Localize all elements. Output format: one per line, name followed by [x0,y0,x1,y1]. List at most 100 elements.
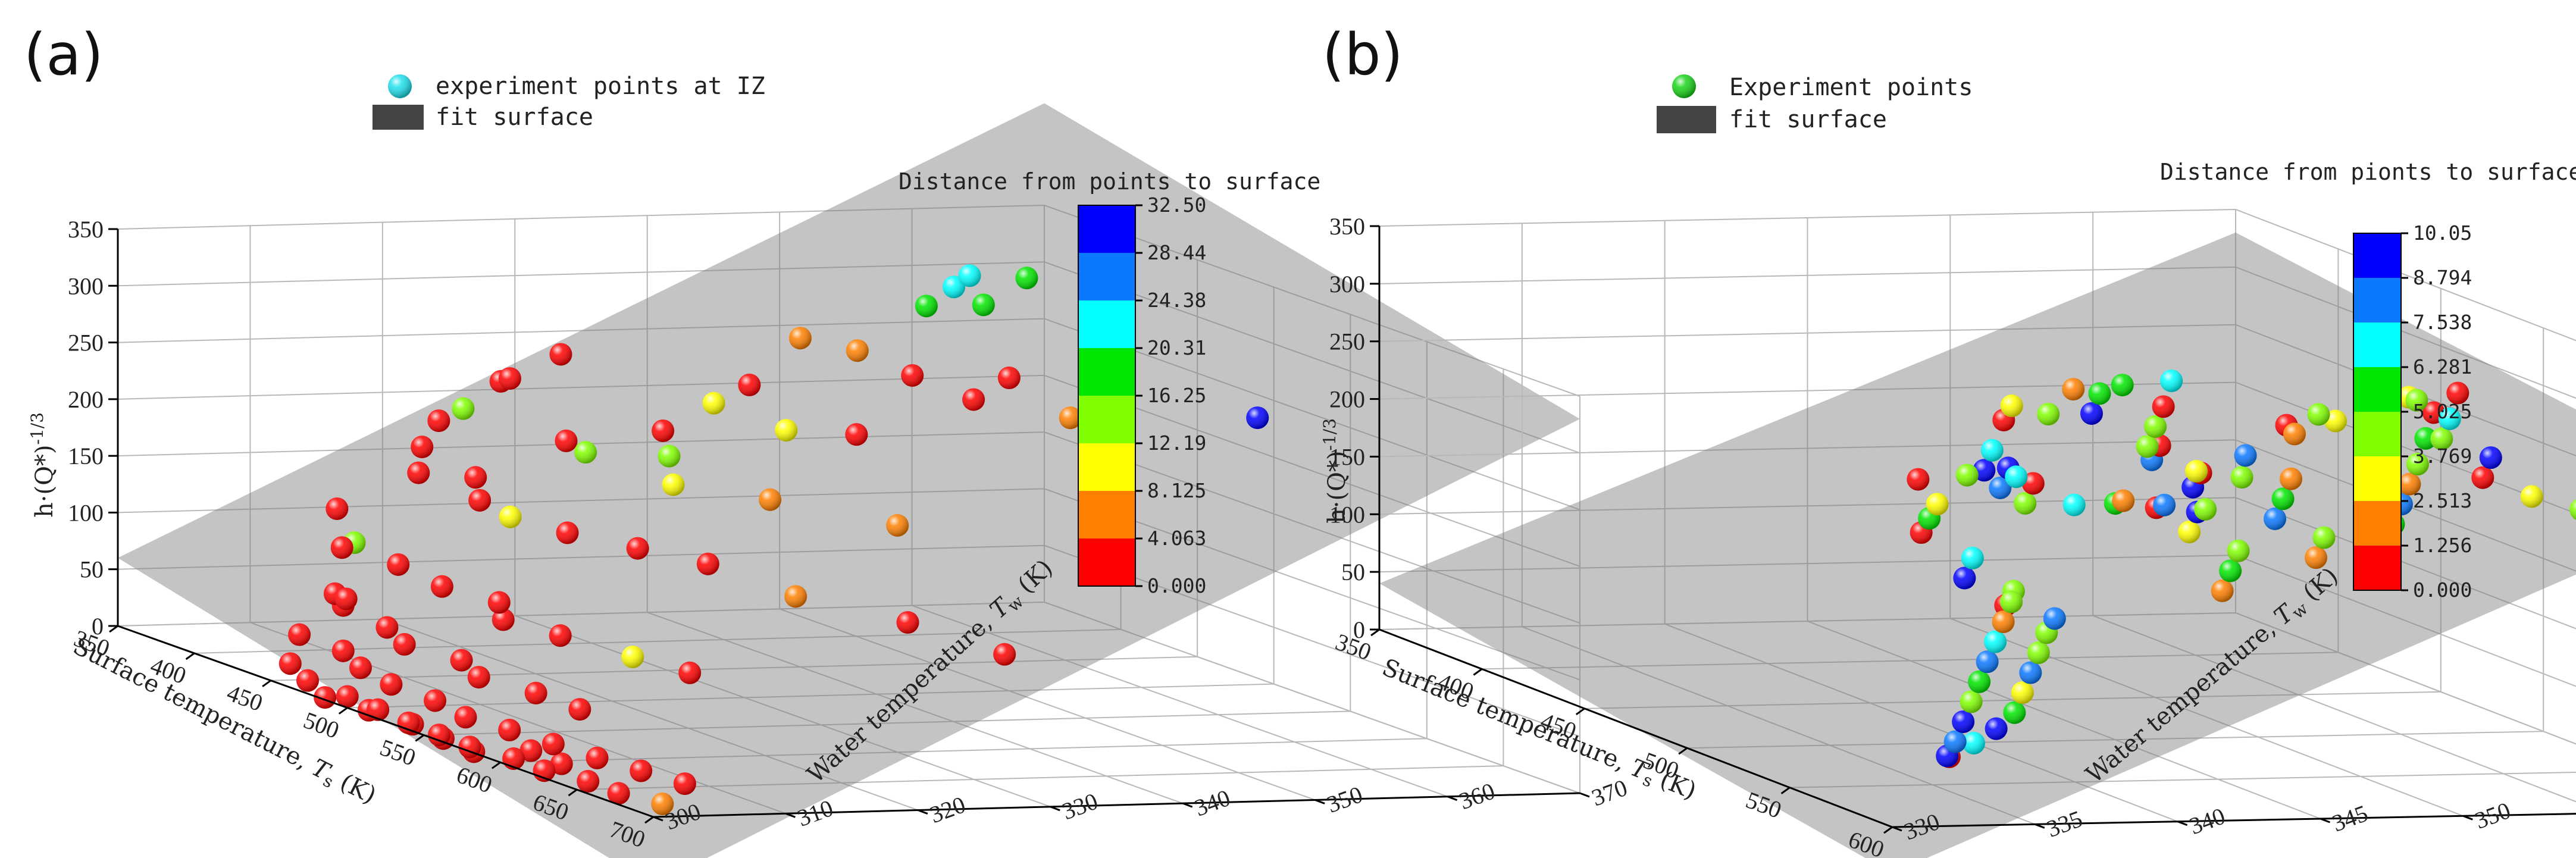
data-point [738,373,761,396]
panel-b-legend-points-label: Experiment points [1729,74,1973,101]
data-point [1985,717,2008,740]
data-point [662,473,685,496]
y-tick-label: 340 [2186,802,2228,840]
x-tick-label: 500 [300,706,343,744]
data-point-shading [2230,466,2253,489]
gridline [117,544,1580,737]
colorbar-swatch [1078,205,1135,253]
x-axis-line [117,625,654,818]
data-point-shading [845,423,868,446]
gridline [117,318,1580,511]
gridline [1379,497,2576,630]
data-point [1246,406,1269,430]
data-point [424,689,447,712]
data-point [397,711,420,734]
colorbar-swatch [1078,300,1135,349]
data-point [2014,491,2037,515]
data-point-shading [738,373,761,396]
data-point-shading [375,616,399,639]
data-point [2234,444,2257,467]
data-point-shading [2520,485,2543,508]
data-point-shading [662,473,685,496]
data-point-shading [2304,546,2327,569]
gridline [1379,266,2576,399]
data-point [943,275,966,299]
y-tick-label: 350 [1323,781,1366,818]
data-point [492,608,515,631]
data-point-shading [524,681,547,704]
gridline [117,601,1580,794]
panel-a-points [278,264,1269,816]
x-tick-mark [1575,707,1585,716]
x-tick-mark [1780,787,1791,794]
data-point [846,339,869,362]
z-tick-label: 350 [68,216,104,243]
data-point-shading [788,327,812,350]
data-point [380,673,403,696]
data-point [331,639,355,662]
data-point [2219,559,2242,583]
data-point [498,718,521,741]
data-point [499,505,522,528]
data-point [1015,267,1038,290]
data-point [621,646,644,669]
data-point-shading [1985,717,2008,740]
data-point-shading [487,591,511,614]
data-point-shading [407,461,430,484]
data-point-shading [349,656,372,679]
data-point [2569,499,2576,520]
data-point-shading [993,643,1016,666]
data-point [2430,427,2453,450]
data-point-shading [962,388,985,411]
panel-b-label: (b) [1322,21,1403,88]
data-point-shading [1907,468,1930,491]
data-point-shading [607,782,630,805]
data-point-shading [499,505,522,528]
data-point [330,536,353,559]
data-point-shading [1926,493,1949,516]
gridline [1379,439,2576,572]
data-point-shading [2280,467,2303,490]
data-point-shading [784,585,807,608]
data-point [702,392,725,415]
data-point-shading [1980,439,2004,462]
data-point-shading [1246,406,1269,430]
data-point [2307,403,2330,426]
z-tick-label: 300 [1329,271,1365,298]
panel-b-legend-surface-label: fit surface [1729,106,1887,133]
data-point-shading [846,339,869,362]
data-point [2283,422,2306,446]
data-point [1976,650,1999,674]
colorbar-tick-label: 7.538 [2413,311,2472,334]
data-point-shading [498,367,521,390]
panel-a-colorbar-title: Distance from points to surface [899,168,1320,195]
colorbar-tick-label: 28.44 [1147,241,1206,264]
data-point [325,497,349,520]
data-point [467,666,490,689]
data-point-shading [2005,465,2028,489]
data-point-shading [334,587,358,610]
gridline [117,374,1580,567]
data-point [607,782,630,805]
data-point-shading [331,639,355,662]
data-point-shading [943,275,966,299]
data-point [2414,427,2437,450]
data-point-shading [2185,459,2208,483]
x-tick-mark [568,788,578,797]
y-tick-mark [918,809,928,815]
panel-a-colorbar: 32.50 28.44 24.38 20.31 16.25 12.19 8.125 4.063… [1078,193,1206,597]
data-point [288,623,311,646]
data-point-shading [427,409,450,433]
data-point [550,752,573,775]
gridline [1379,324,2576,457]
data-point-shading [915,295,938,318]
x-tick-mark [491,762,501,769]
data-point-shading [2112,489,2135,512]
data-point-shading [2283,422,2306,446]
data-point-shading [1960,690,1983,713]
data-point-shading [2043,607,2066,630]
data-point-shading [2062,493,2086,516]
data-point-shading [325,497,349,520]
data-point [452,397,475,420]
